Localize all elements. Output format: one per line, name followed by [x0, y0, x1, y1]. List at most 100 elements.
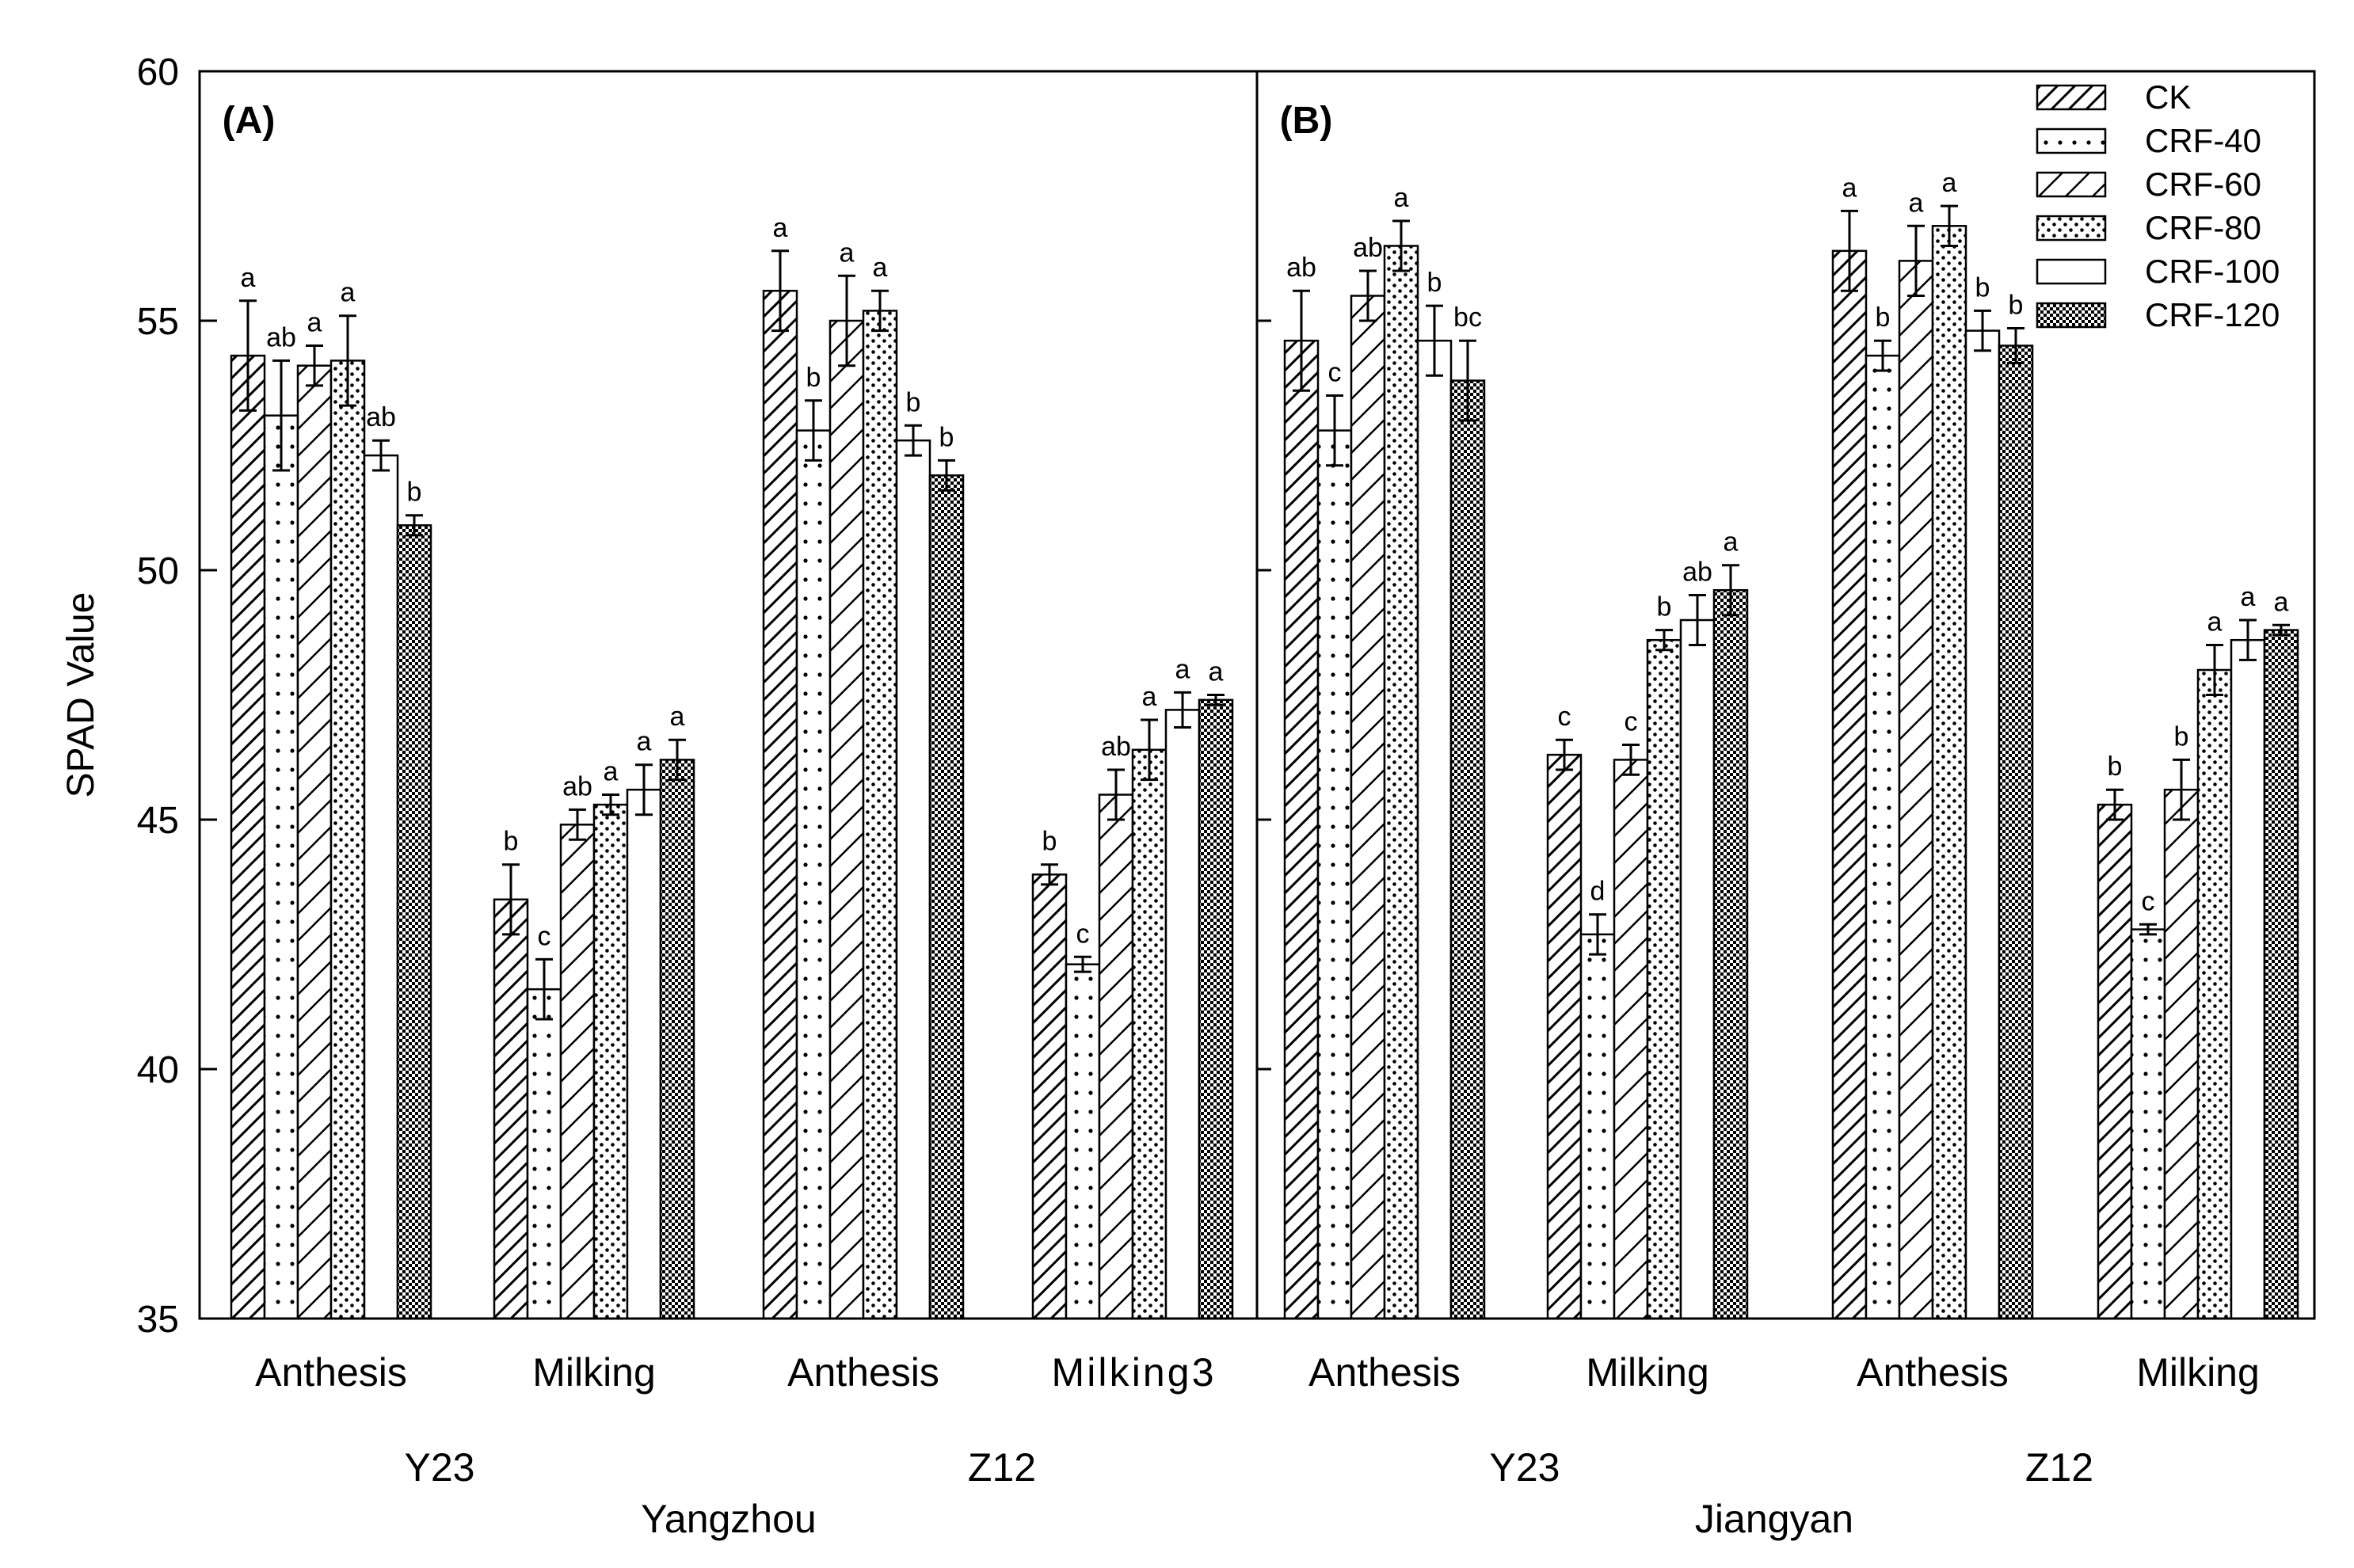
significance-letter: ab: [1353, 233, 1383, 263]
bar-crf-80: [1646, 638, 1682, 1320]
bar-crf-80: [329, 360, 366, 1320]
bar-crf-100: [363, 454, 399, 1320]
bar-crf-80: [1383, 245, 1419, 1320]
significance-letter: ab: [366, 402, 396, 432]
bar-ck: [1283, 339, 1320, 1320]
bar-crf-60: [1350, 295, 1386, 1320]
y-tick-label: 45: [137, 800, 179, 842]
bar-crf-40: [795, 429, 832, 1320]
significance-letter: b: [1876, 303, 1891, 333]
significance-letter: b: [1427, 268, 1442, 298]
significance-letter: b: [1657, 592, 1672, 622]
significance-letter: ab: [1101, 732, 1131, 762]
significance-letter: ab: [266, 322, 296, 352]
bar-crf-40: [2130, 928, 2166, 1320]
bar-crf-120: [396, 524, 432, 1320]
y-tick-label: 60: [137, 51, 179, 93]
significance-letter: a: [604, 757, 619, 787]
significance-letter: c: [538, 921, 551, 951]
cultivar-label: Y23: [405, 1445, 475, 1490]
bar-ck: [1546, 753, 1583, 1320]
y-tick-label: 50: [137, 550, 179, 592]
legend-swatch-crf-100: [2036, 258, 2107, 285]
significance-letter: bc: [1453, 303, 1482, 333]
y-tick-label: 40: [137, 1049, 179, 1091]
significance-letter: a: [840, 238, 855, 268]
bar-crf-120: [1998, 344, 2034, 1320]
bar-ck: [493, 898, 529, 1320]
stage-label: Anthesis: [255, 1350, 407, 1395]
legend: CK CRF-40 CRF-60 CRF-80 CRF-100 CRF-120: [2036, 78, 2280, 333]
y-tick-label: 35: [137, 1299, 179, 1341]
significance-letter: a: [307, 308, 322, 338]
significance-letter: b: [2174, 721, 2189, 752]
bar-crf-80: [2196, 668, 2233, 1320]
bar-crf-120: [659, 759, 695, 1320]
location-label: Jiangyan: [1695, 1497, 1853, 1541]
y-axis-title: SPAD Value: [60, 592, 102, 798]
bar-crf-100: [1416, 339, 1453, 1320]
significance-letter: a: [1394, 183, 1409, 213]
significance-letter: a: [773, 213, 788, 243]
y-tick-label: 55: [137, 301, 179, 343]
legend-swatch-crf-40: [2036, 127, 2107, 154]
bar-crf-80: [592, 803, 629, 1320]
bar-crf-80: [1131, 748, 1167, 1320]
significance-letter: c: [1328, 358, 1342, 388]
bar-crf-120: [2263, 629, 2299, 1320]
bar-ck: [2097, 803, 2133, 1320]
bar-crf-100: [895, 439, 931, 1320]
significance-letter: c: [1558, 702, 1571, 732]
significance-letter: a: [2241, 582, 2256, 612]
significance-letter: a: [1842, 173, 1857, 203]
significance-letter: a: [873, 253, 888, 283]
significance-letter: d: [1590, 877, 1606, 907]
legend-swatch-crf-120: [2036, 302, 2107, 329]
bar-ck: [230, 354, 266, 1320]
stage-label: Anthesis: [1308, 1350, 1461, 1395]
significance-letter: ab: [562, 771, 592, 801]
bar-crf-60: [1613, 759, 1649, 1320]
legend-swatch-crf-60: [2036, 171, 2107, 198]
significance-letter: c: [1076, 919, 1090, 949]
stage-label: Milking3: [1052, 1350, 1214, 1395]
significance-letter: a: [241, 263, 256, 293]
bar-ck: [1031, 873, 1068, 1320]
bar-crf-120: [1198, 698, 1234, 1320]
bar-crf-100: [1164, 709, 1201, 1320]
bar-crf-60: [1898, 260, 1934, 1320]
significance-letter: ab: [1682, 558, 1712, 588]
bar-crf-40: [263, 414, 299, 1320]
bar-crf-100: [1964, 329, 2001, 1320]
significance-letter: b: [906, 387, 921, 417]
significance-letter: b: [504, 827, 519, 857]
legend-entry-label: CRF-100: [2145, 253, 2280, 290]
significance-letter: a: [670, 702, 685, 732]
significance-letter: a: [2207, 607, 2223, 637]
bar-crf-60: [559, 824, 596, 1320]
stage-label: Anthesis: [787, 1350, 939, 1395]
bars-layer: [230, 204, 2299, 1320]
bar-crf-120: [928, 474, 965, 1320]
bar-crf-60: [296, 364, 333, 1320]
bar-crf-80: [862, 310, 898, 1320]
significance-letter: a: [1942, 168, 1957, 198]
bar-crf-100: [2230, 638, 2266, 1320]
bar-crf-60: [2163, 788, 2200, 1320]
significance-letter: a: [341, 278, 356, 308]
stage-label: Milking: [532, 1350, 656, 1395]
cultivar-label: Z12: [968, 1445, 1036, 1490]
significance-letter: b: [1975, 272, 1990, 303]
legend-entry-label: CK: [2145, 78, 2191, 116]
bar-ck: [762, 289, 798, 1320]
legend-entry-label: CRF-80: [2145, 209, 2261, 246]
significance-letter: c: [2142, 886, 2155, 916]
legend-swatch-crf-80: [2036, 215, 2107, 242]
significance-letter: c: [1625, 707, 1638, 737]
bar-crf-40: [1865, 354, 1901, 1320]
significance-letter: b: [2009, 290, 2024, 320]
stage-label: Milking: [2136, 1350, 2260, 1395]
bar-ck: [1831, 249, 1868, 1320]
